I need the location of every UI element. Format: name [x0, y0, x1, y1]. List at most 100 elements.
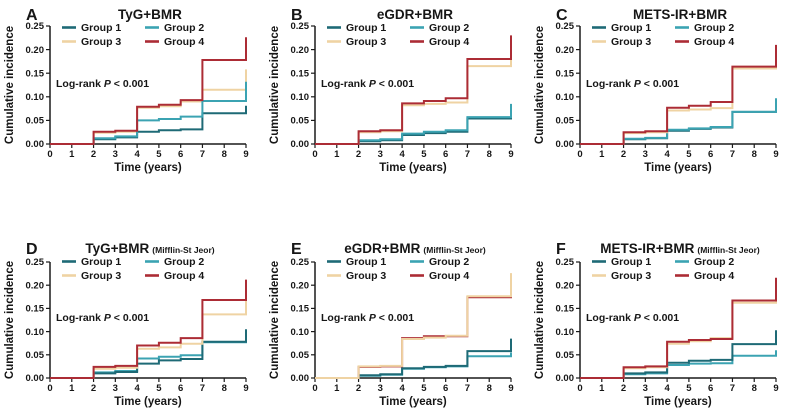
x-tick-label: 0	[47, 383, 52, 394]
y-tick-label: 0.00	[291, 139, 310, 150]
logrank-annotation: Log-rank P < 0.001	[321, 78, 414, 90]
series-group-2-line	[580, 98, 777, 145]
y-tick-label: 0.10	[26, 327, 45, 338]
panel-A: A TyG+BMR 0.00 0.05 0.10 0.15 0.20 0.25 0 1 2 3 4 5…	[0, 0, 265, 208]
series-group-4-line	[315, 35, 512, 145]
series-group-2-line	[315, 103, 512, 145]
x-tick-label: 6	[443, 383, 448, 394]
logrank-annotation: Log-rank P < 0.001	[56, 312, 149, 324]
chart-title-A: TyG+BMR	[118, 7, 182, 22]
y-tick-label: 0.00	[26, 373, 45, 384]
panel-E: E eGDR+BMR (Mifflin-St Jeor) 0.00 0.05 0.10…	[265, 208, 530, 416]
panel-B: B eGDR+BMR 0.00 0.05 0.10 0.15 0.20 0.25 0 1 2 3 4…	[265, 0, 530, 208]
y-tick-label: 0.20	[26, 280, 45, 291]
legend-label-g3: Group 3	[611, 270, 651, 282]
x-tick-label: 0	[312, 383, 317, 394]
x-tick-label: 1	[599, 383, 605, 394]
y-tick-label: 0.20	[556, 280, 575, 291]
y-tick-label: 0.15	[291, 68, 310, 79]
x-tick-label: 7	[200, 383, 205, 394]
y-tick-label: 0.10	[556, 327, 575, 338]
x-tick-label: 8	[222, 383, 227, 394]
x-tick-label: 6	[178, 149, 183, 160]
x-tick-label: 9	[508, 383, 513, 394]
series-group-2-line	[580, 350, 777, 379]
y-tick-label: 0.10	[26, 92, 45, 103]
x-tick-label: 2	[91, 383, 96, 394]
x-tick-label: 5	[686, 383, 692, 394]
logrank-annotation: Log-rank P < 0.001	[56, 78, 149, 90]
legend-label-g3: Group 3	[346, 270, 386, 282]
legend-label-g4: Group 4	[164, 36, 204, 48]
series-group-1-line	[580, 330, 777, 379]
x-tick-label: 2	[621, 149, 626, 160]
legend-label-g3: Group 3	[81, 36, 121, 48]
x-tick-label: 3	[378, 383, 383, 394]
chart-canvas-F: 0.00 0.05 0.10 0.15 0.20 0.25 0 1 2 3 4 5 6 7 8 9 Time (…	[534, 256, 779, 408]
chart-canvas-C: 0.00 0.05 0.10 0.15 0.20 0.25 0 1 2 3 4 5 6 7 8 9 Time (…	[534, 21, 779, 174]
chart-canvas-D: 0.00 0.05 0.10 0.15 0.20 0.25 0 1 2 3 4 5 6 7 8 9 Time (…	[4, 256, 249, 408]
x-tick-label: 4	[399, 383, 405, 394]
chart-A: A TyG+BMR 0.00 0.05 0.10 0.15 0.20 0.25 0 1 2 3 4 5…	[4, 7, 249, 174]
legend-label-g2: Group 2	[429, 22, 469, 34]
series-group-3-line	[50, 294, 247, 379]
x-tick-label: 3	[378, 149, 383, 160]
legend-label-g2: Group 2	[694, 22, 734, 34]
series-group-1-line	[315, 115, 512, 145]
x-tick-label: 5	[156, 383, 162, 394]
y-axis-label: Cumulative incidence	[534, 261, 546, 379]
y-tick-label: 0.10	[291, 92, 310, 103]
y-tick-label: 0.10	[291, 327, 310, 338]
chart-title-E: eGDR+BMR (Mifflin-St Jeor)	[344, 241, 486, 256]
series-group-4-line	[580, 44, 777, 145]
x-tick-label: 4	[664, 383, 670, 394]
x-tick-label: 8	[752, 149, 757, 160]
y-tick-label: 0.20	[556, 45, 575, 56]
y-tick-label: 0.15	[556, 68, 575, 79]
y-tick-label: 0.05	[291, 350, 310, 361]
chart-title-F: METS-IR+BMR (Mifflin-St Jeor)	[600, 241, 760, 256]
x-tick-label: 9	[773, 383, 778, 394]
x-tick-label: 7	[730, 383, 735, 394]
x-tick-label: 8	[752, 383, 757, 394]
x-tick-label: 5	[156, 149, 162, 160]
x-tick-label: 3	[113, 383, 118, 394]
chart-canvas-E: 0.00 0.05 0.10 0.15 0.20 0.25 0 1 2 3 4 5 6 7 8 9 Time (…	[269, 256, 514, 408]
x-tick-label: 5	[421, 383, 427, 394]
x-tick-label: 8	[487, 383, 492, 394]
x-tick-label: 1	[599, 149, 605, 160]
x-tick-label: 7	[465, 149, 470, 160]
y-tick-label: 0.20	[291, 280, 310, 291]
y-tick-label: 0.15	[291, 304, 310, 315]
y-axis-label: Cumulative incidence	[269, 26, 281, 144]
x-tick-label: 3	[643, 149, 648, 160]
x-tick-label: 1	[69, 383, 75, 394]
x-tick-label: 8	[487, 149, 492, 160]
x-tick-label: 1	[334, 383, 340, 394]
y-tick-label: 0.20	[291, 45, 310, 56]
series-group-2-line	[50, 81, 247, 145]
x-tick-label: 7	[465, 383, 470, 394]
x-tick-label: 4	[134, 383, 140, 394]
legend-label-g4: Group 4	[429, 270, 469, 282]
legend-label-g2: Group 2	[429, 256, 469, 268]
chart-canvas-A: 0.00 0.05 0.10 0.15 0.20 0.25 0 1 2 3 4 5 6 7 8 9 Time (…	[4, 21, 249, 174]
legend-label-g1: Group 1	[611, 256, 651, 268]
legend-label-g3: Group 3	[346, 36, 386, 48]
legend-label-g2: Group 2	[164, 22, 204, 34]
y-tick-label: 0.15	[26, 304, 45, 315]
chart-canvas-B: 0.00 0.05 0.10 0.15 0.20 0.25 0 1 2 3 4 5 6 7 8 9 Time (…	[269, 21, 514, 174]
x-tick-label: 3	[643, 383, 648, 394]
x-tick-label: 0	[47, 149, 52, 160]
series-group-4-line	[50, 279, 247, 379]
y-tick-label: 0.10	[556, 92, 575, 103]
x-tick-label: 2	[356, 383, 361, 394]
y-tick-label: 0.15	[26, 68, 45, 79]
panel-D: D TyG+BMR (Mifflin-St Jeor) 0.00 0.05 0.10 0…	[0, 208, 265, 416]
legend-label-g4: Group 4	[694, 36, 734, 48]
y-tick-label: 0.25	[26, 257, 45, 268]
chart-title-D: TyG+BMR (Mifflin-St Jeor)	[85, 241, 214, 256]
x-tick-label: 0	[312, 149, 317, 160]
x-tick-label: 2	[91, 149, 96, 160]
series-group-4-line	[580, 277, 777, 379]
